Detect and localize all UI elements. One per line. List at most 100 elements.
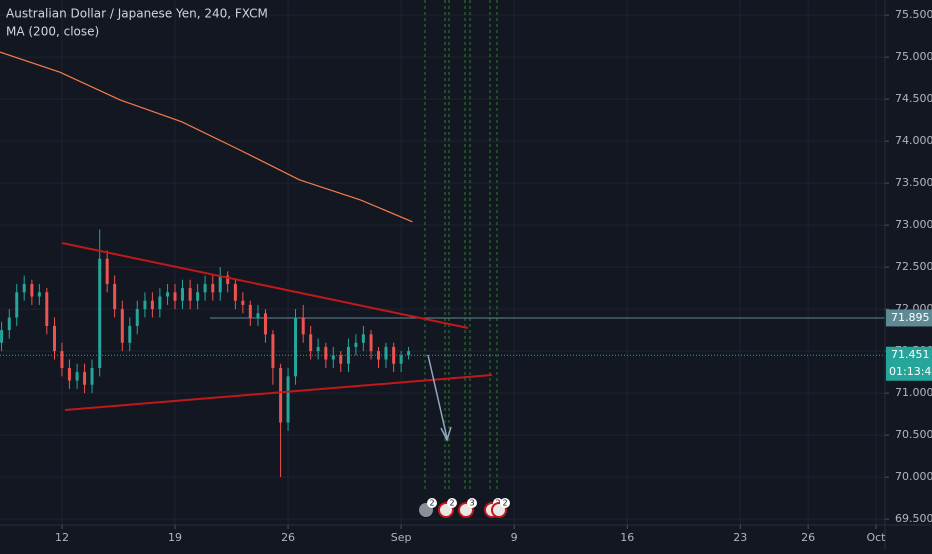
y-tick-label: 70.000: [895, 470, 932, 483]
event-badge: [500, 498, 510, 508]
y-tick-label: 75.000: [895, 50, 932, 63]
event-badge: [427, 498, 437, 508]
candle-body: [271, 334, 275, 368]
y-tick-label: 73.500: [895, 176, 932, 189]
x-tick-label: 19: [168, 531, 182, 544]
candle-body: [226, 275, 230, 284]
candle-body: [316, 346, 320, 352]
candle-body: [196, 292, 200, 301]
candle-body: [67, 367, 71, 381]
candle-body: [22, 283, 26, 293]
x-tick-label: 12: [55, 531, 69, 544]
candle-body: [0, 330, 4, 343]
y-tick-label: 71.000: [895, 386, 932, 399]
candle-body: [188, 288, 192, 301]
candle-body: [248, 304, 252, 318]
candle-body: [128, 325, 132, 343]
event-badge: [467, 498, 477, 508]
x-tick-label: 9: [511, 531, 518, 544]
x-tick-label: 26: [281, 531, 295, 544]
candle-body: [37, 292, 41, 297]
candle-body: [384, 346, 388, 360]
events: 22322: [419, 498, 510, 518]
countdown: 01:13:49: [889, 365, 932, 378]
candle-body: [105, 258, 109, 284]
candle-body: [324, 346, 328, 360]
y-tick-label: 74.500: [895, 92, 932, 105]
plot: [0, 51, 885, 478]
x-tick-label: 26: [801, 531, 815, 544]
candle-body: [7, 317, 11, 331]
candle-body: [301, 317, 305, 335]
candle-body: [361, 334, 365, 343]
candle-body: [233, 283, 237, 301]
candle-body: [120, 309, 124, 343]
ma-line: [0, 51, 413, 223]
candle-body: [150, 300, 154, 310]
event-count: 2: [449, 499, 454, 508]
event-count: 2: [502, 499, 507, 508]
candle-body: [331, 355, 335, 360]
event-count: 3: [469, 499, 474, 508]
candle-body: [309, 334, 313, 352]
candle-body: [256, 313, 260, 318]
price-label: 71.451: [891, 348, 930, 361]
price-label-box: [886, 309, 932, 327]
chart-title: Australian Dollar / Japanese Yen, 240, F…: [6, 7, 268, 21]
candle-body: [143, 300, 147, 310]
candle-body: [158, 296, 162, 310]
candle-body: [346, 346, 350, 364]
candle-body: [45, 292, 49, 326]
candle-body: [90, 367, 94, 385]
candle-body: [377, 351, 381, 360]
candle-body: [52, 325, 56, 352]
candle-body: [294, 317, 298, 377]
x-tick-label: Sep: [391, 531, 412, 544]
indicator-label: MA (200, close): [6, 25, 99, 39]
x-tick-label: 16: [620, 531, 634, 544]
candle-body: [392, 346, 396, 364]
y-tick-label: 74.000: [895, 134, 932, 147]
candle-body: [203, 283, 207, 293]
candle-body: [135, 309, 139, 326]
candle-body: [113, 283, 117, 310]
x-tick-label: 23: [733, 531, 747, 544]
candle-body: [218, 275, 222, 293]
candle-body: [15, 292, 19, 318]
event-badge: [447, 498, 457, 508]
trend-line: [64, 374, 493, 411]
y-tick-label: 69.500: [895, 512, 932, 525]
candle-body: [354, 342, 358, 347]
candle-body: [279, 367, 283, 423]
candle-body: [98, 258, 102, 368]
drawings: [61, 242, 493, 443]
candle-body: [399, 355, 403, 364]
candle-body: [60, 351, 64, 368]
candle-body: [75, 372, 79, 381]
candle-body: [369, 334, 373, 352]
candle-body: [166, 292, 170, 297]
price-label: 71.895: [891, 311, 930, 324]
y-tick-label: 75.500: [895, 8, 932, 21]
candle-body: [407, 351, 411, 356]
candle-body: [83, 372, 87, 385]
y-tick-label: 72.500: [895, 260, 932, 273]
event-count: 2: [429, 499, 434, 508]
grid: [0, 0, 885, 525]
candle-body: [211, 283, 215, 293]
candle-body: [339, 355, 343, 364]
event-lines: [424, 0, 498, 492]
y-tick-label: 73.000: [895, 218, 932, 231]
candle-body: [286, 376, 290, 423]
x-tick-label: Oct: [866, 531, 886, 544]
candle-body: [173, 292, 177, 301]
y-tick-label: 70.500: [895, 428, 932, 441]
candle-body: [241, 300, 245, 305]
candle-body: [30, 283, 34, 297]
trend-line: [61, 242, 469, 329]
candle-body: [263, 313, 267, 335]
candle-body: [180, 288, 184, 301]
arrow: [427, 354, 448, 439]
